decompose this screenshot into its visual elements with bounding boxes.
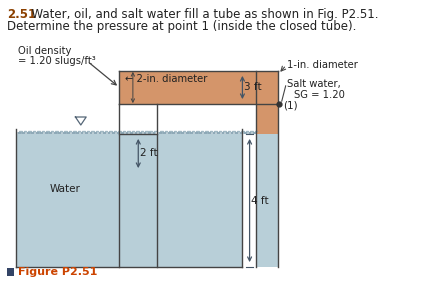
Text: 4 ft: 4 ft [251, 195, 269, 205]
Bar [16, 134, 242, 267]
Bar [256, 104, 278, 134]
Text: 3 ft: 3 ft [244, 82, 262, 92]
Text: Determine the pressure at point 1 (inside the closed tube).: Determine the pressure at point 1 (insid… [7, 20, 357, 33]
Text: Oil density: Oil density [18, 46, 71, 56]
Text: Water, oil, and salt water fill a tube as shown in Fig. P2.51.: Water, oil, and salt water fill a tube a… [24, 8, 379, 21]
Bar [256, 134, 278, 267]
Text: ← 2-in. diameter: ← 2-in. diameter [125, 74, 207, 84]
Text: (1): (1) [283, 100, 297, 110]
Text: = 1.20 slugs/ft³: = 1.20 slugs/ft³ [18, 56, 96, 66]
Text: Salt water,: Salt water, [287, 79, 341, 89]
Text: Figure P2.51: Figure P2.51 [18, 267, 97, 277]
Bar [7, 268, 15, 276]
Text: 1-in. diameter: 1-in. diameter [287, 60, 358, 70]
Text: 2 ft: 2 ft [140, 149, 158, 158]
Text: Water: Water [49, 184, 80, 194]
Bar [119, 71, 278, 104]
Bar [119, 104, 157, 134]
Text: 2.51: 2.51 [7, 8, 36, 21]
Text: SG = 1.20: SG = 1.20 [294, 90, 345, 100]
Bar [119, 134, 157, 267]
